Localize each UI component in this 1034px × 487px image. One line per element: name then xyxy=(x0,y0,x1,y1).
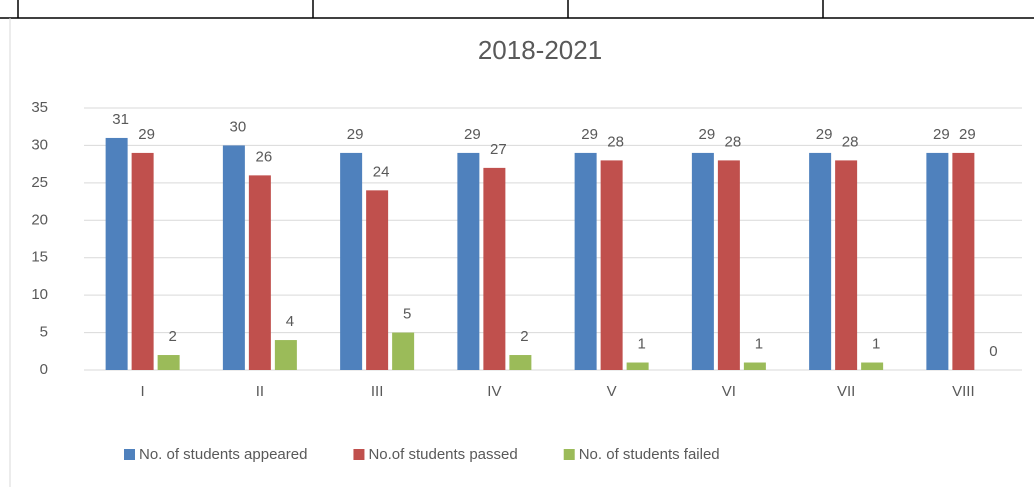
bar xyxy=(131,152,154,370)
legend-swatch xyxy=(353,449,365,460)
data-label: 29 xyxy=(933,126,950,143)
bar xyxy=(366,190,389,370)
bar xyxy=(574,152,597,370)
data-label: 29 xyxy=(816,126,833,143)
data-label: 29 xyxy=(699,126,716,143)
data-label: 28 xyxy=(842,133,859,150)
x-tick-label: III xyxy=(371,383,384,400)
y-tick-label: 15 xyxy=(31,249,48,266)
bar xyxy=(835,160,858,370)
legend-swatch xyxy=(563,449,575,460)
y-tick-label: 35 xyxy=(31,99,48,116)
y-tick-label: 0 xyxy=(40,361,48,378)
data-label: 26 xyxy=(256,148,273,165)
data-label: 5 xyxy=(403,306,411,323)
x-tick-label: VIII xyxy=(952,383,975,400)
legend-swatch xyxy=(124,449,135,460)
bar xyxy=(105,137,128,370)
data-label: 27 xyxy=(490,141,507,158)
x-tick-label: V xyxy=(607,383,617,400)
data-label: 29 xyxy=(581,126,598,143)
data-label: 29 xyxy=(959,126,976,143)
bar xyxy=(861,362,884,370)
data-label: 2 xyxy=(520,328,528,345)
data-label: 28 xyxy=(607,133,624,150)
x-tick-label: II xyxy=(256,383,264,400)
data-label: 28 xyxy=(725,133,742,150)
bar xyxy=(157,355,180,370)
legend-label: No. of students appeared xyxy=(139,446,307,463)
bar xyxy=(600,160,623,370)
bar xyxy=(509,355,532,370)
data-label: 29 xyxy=(138,126,155,143)
chart-title: 2018-2021 xyxy=(478,35,602,65)
y-tick-label: 10 xyxy=(31,286,48,303)
bar xyxy=(274,340,297,370)
data-label: 29 xyxy=(464,126,481,143)
y-tick-label: 30 xyxy=(31,136,48,153)
y-tick-label: 25 xyxy=(31,174,48,191)
x-tick-label: VII xyxy=(837,383,855,400)
bar xyxy=(926,152,949,370)
data-label: 2 xyxy=(168,328,176,345)
y-tick-label: 20 xyxy=(31,211,48,228)
table-border xyxy=(0,0,1034,19)
x-tick-label: IV xyxy=(487,383,501,400)
y-tick-label: 5 xyxy=(40,324,48,341)
x-tick-label: VI xyxy=(722,383,736,400)
data-label: 1 xyxy=(637,335,645,352)
bar xyxy=(691,152,714,370)
bar xyxy=(248,175,271,370)
bar xyxy=(809,152,832,370)
data-label: 31 xyxy=(112,111,129,128)
legend-label: No. of students failed xyxy=(579,446,720,463)
bar xyxy=(952,152,975,370)
data-label: 29 xyxy=(347,126,364,143)
bar xyxy=(340,152,363,370)
bar xyxy=(717,160,740,370)
bar xyxy=(483,167,506,370)
legend-label: No.of students passed xyxy=(368,446,517,463)
data-label: 24 xyxy=(373,163,390,180)
data-label: 0 xyxy=(989,343,997,360)
x-tick-label: I xyxy=(141,383,145,400)
data-label: 1 xyxy=(755,335,763,352)
bar xyxy=(392,332,415,370)
data-label: 1 xyxy=(872,335,880,352)
data-label: 30 xyxy=(230,118,247,135)
bar xyxy=(626,362,649,370)
bar xyxy=(222,145,245,370)
bar xyxy=(457,152,480,370)
bar xyxy=(743,362,766,370)
data-label: 4 xyxy=(286,313,294,330)
